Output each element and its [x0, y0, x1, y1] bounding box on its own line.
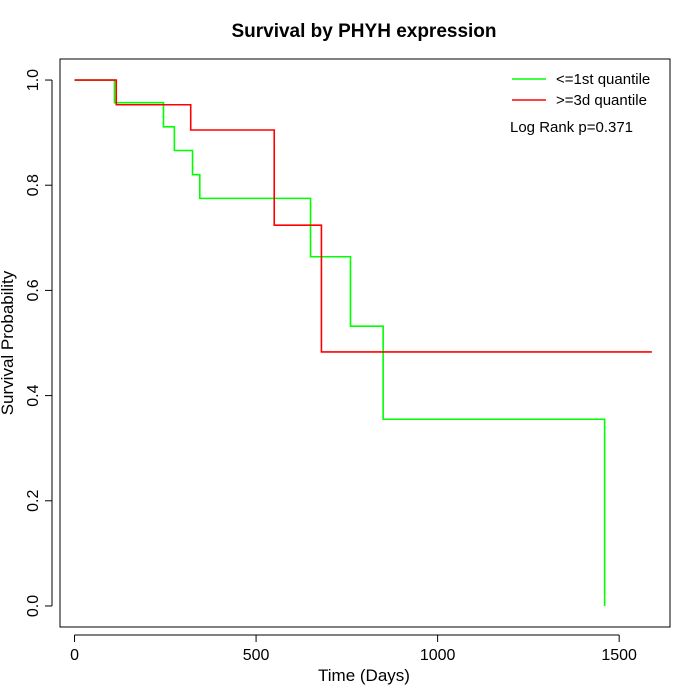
x-tick-label: 1000	[420, 647, 456, 664]
axes: 0 500 1000 1500 0.0 0.2 0.4 0.6 0.8 1.0	[25, 69, 637, 664]
log-rank-annotation: Log Rank p=0.371	[510, 119, 633, 136]
legend-label-1: <=1st quantile	[556, 71, 650, 88]
x-tick-label: 0	[70, 647, 79, 664]
series-layer	[74, 79, 652, 606]
chart-title: Survival by PHYH expression	[231, 21, 496, 42]
y-tick-label: 0.4	[25, 384, 42, 406]
x-tick-label: 500	[243, 647, 270, 664]
y-tick-label: 1.0	[25, 69, 42, 91]
legend: <=1st quantile >=3d quantile	[512, 71, 650, 109]
y-tick-label: 0.0	[25, 595, 42, 617]
y-tick-label: 0.8	[25, 174, 42, 196]
y-tick-label: 0.2	[25, 490, 42, 512]
plot-frame	[59, 58, 671, 628]
x-axis-label: Time (Days)	[318, 666, 410, 685]
y-tick-label: 0.6	[25, 279, 42, 301]
series-line-2	[74, 79, 652, 353]
legend-label-2: >=3d quantile	[556, 92, 647, 109]
series-line-1	[74, 79, 606, 606]
x-tick-label: 1500	[601, 647, 637, 664]
y-axis-label: Survival Probability	[0, 270, 17, 415]
